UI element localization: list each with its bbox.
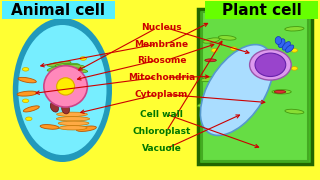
- Ellipse shape: [56, 117, 90, 121]
- Ellipse shape: [13, 18, 112, 162]
- Ellipse shape: [76, 126, 96, 131]
- Ellipse shape: [17, 91, 37, 96]
- Text: Nucleus: Nucleus: [141, 23, 182, 32]
- Ellipse shape: [285, 45, 294, 52]
- FancyBboxPatch shape: [205, 1, 318, 19]
- Ellipse shape: [47, 61, 71, 66]
- Circle shape: [80, 57, 86, 60]
- Ellipse shape: [58, 121, 89, 125]
- Ellipse shape: [203, 38, 220, 43]
- Ellipse shape: [274, 90, 286, 93]
- FancyBboxPatch shape: [198, 9, 312, 164]
- Text: Cell wall: Cell wall: [140, 110, 183, 119]
- Ellipse shape: [50, 102, 59, 112]
- Circle shape: [230, 47, 237, 50]
- FancyBboxPatch shape: [2, 1, 115, 19]
- Ellipse shape: [47, 66, 65, 71]
- Ellipse shape: [250, 50, 291, 80]
- Ellipse shape: [285, 109, 304, 114]
- Ellipse shape: [62, 104, 69, 114]
- Ellipse shape: [57, 112, 87, 116]
- Text: Membrane: Membrane: [134, 40, 189, 49]
- Ellipse shape: [278, 39, 285, 48]
- Ellipse shape: [57, 78, 75, 95]
- Text: Cytoplasm: Cytoplasm: [135, 90, 188, 99]
- Circle shape: [22, 68, 29, 71]
- Ellipse shape: [23, 106, 39, 112]
- Ellipse shape: [55, 63, 79, 67]
- Text: Chloroplast: Chloroplast: [132, 127, 191, 136]
- Ellipse shape: [62, 64, 85, 68]
- Ellipse shape: [59, 126, 87, 130]
- Ellipse shape: [282, 42, 291, 50]
- Circle shape: [291, 67, 298, 70]
- Ellipse shape: [44, 66, 87, 107]
- Text: Vacuole: Vacuole: [142, 144, 181, 153]
- Ellipse shape: [201, 77, 218, 82]
- Ellipse shape: [197, 102, 212, 107]
- FancyBboxPatch shape: [202, 12, 308, 161]
- Text: Animal cell: Animal cell: [11, 3, 105, 18]
- Circle shape: [211, 49, 218, 52]
- Ellipse shape: [275, 37, 282, 44]
- Circle shape: [22, 99, 29, 103]
- Ellipse shape: [18, 24, 107, 156]
- Ellipse shape: [40, 125, 59, 129]
- Ellipse shape: [255, 53, 286, 76]
- Circle shape: [26, 117, 32, 121]
- Circle shape: [291, 49, 298, 52]
- Ellipse shape: [69, 68, 88, 72]
- Ellipse shape: [218, 35, 236, 40]
- Text: Mitochondria: Mitochondria: [128, 73, 195, 82]
- Ellipse shape: [285, 27, 304, 31]
- Ellipse shape: [205, 59, 216, 62]
- Ellipse shape: [18, 77, 36, 83]
- Ellipse shape: [272, 90, 291, 94]
- Ellipse shape: [200, 45, 273, 135]
- Text: Ribosome: Ribosome: [137, 56, 186, 65]
- Text: Plant cell: Plant cell: [222, 3, 302, 18]
